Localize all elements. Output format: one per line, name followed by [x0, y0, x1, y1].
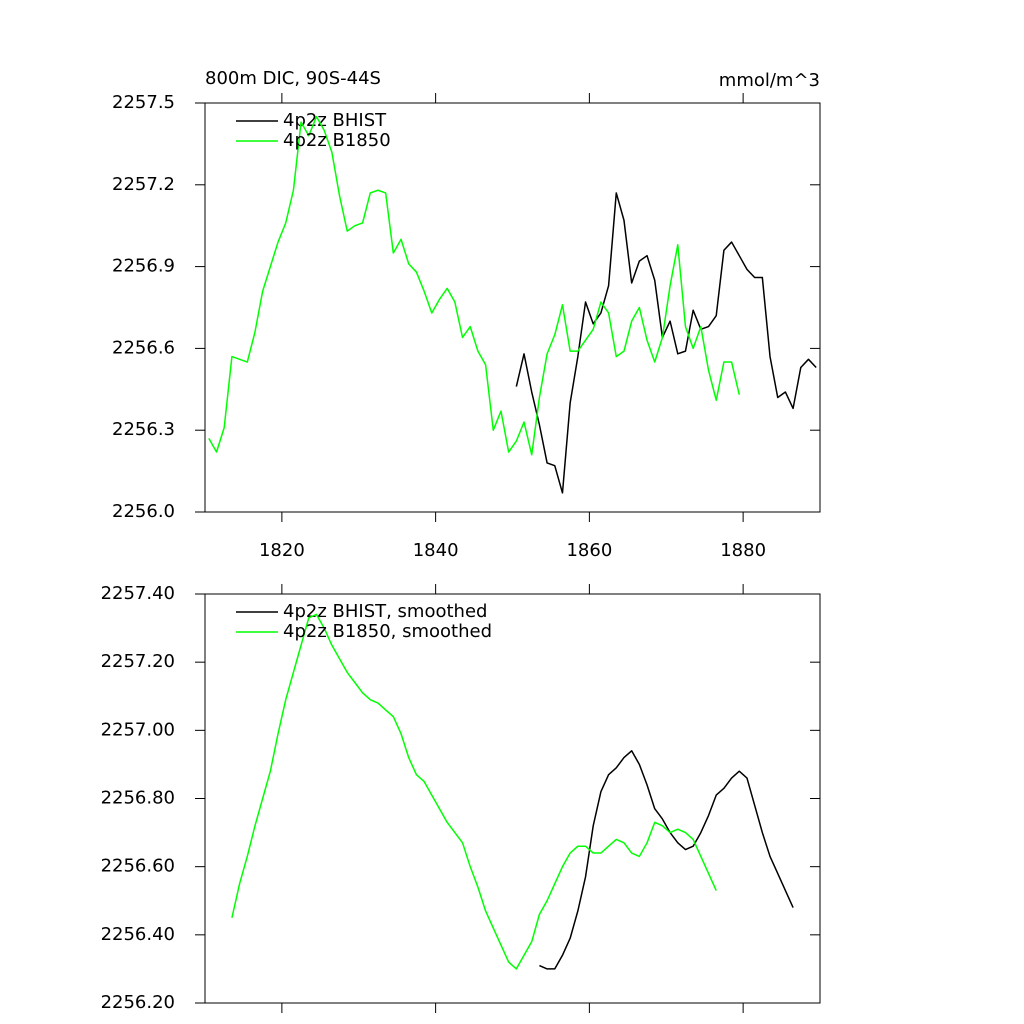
data-line	[231, 613, 717, 970]
legend-label: 4p2z BHIST, smoothed	[283, 601, 487, 622]
plot-frame	[204, 593, 821, 1004]
y-tick-label: 2256.6	[112, 337, 175, 358]
x-tick-label: 1860	[566, 540, 612, 561]
y-tick-label: 2257.20	[101, 651, 175, 672]
data-line	[515, 192, 817, 494]
y-tick-label: 2257.40	[101, 583, 175, 604]
legend-label: 4p2z B1850, smoothed	[283, 621, 492, 642]
x-tick-label: 1820	[259, 540, 305, 561]
legend-label: 4p2z B1850	[283, 130, 391, 151]
y-tick-label: 2256.80	[101, 788, 175, 809]
y-tick-label: 2257.5	[112, 92, 175, 113]
chart-title: 800m DIC, 90S-44S	[205, 68, 381, 89]
units-label: mmol/m^3	[719, 70, 820, 91]
data-line	[539, 750, 794, 970]
y-tick-label: 2256.0	[112, 501, 175, 522]
x-tick-label: 1840	[413, 540, 459, 561]
y-tick-label: 2256.3	[112, 419, 175, 440]
y-tick-label: 2256.20	[101, 992, 175, 1013]
y-tick-label: 2257.00	[101, 719, 175, 740]
y-tick-label: 2256.40	[101, 924, 175, 945]
plot-frame	[204, 102, 821, 513]
x-tick-label: 1880	[720, 540, 766, 561]
y-tick-label: 2256.9	[112, 256, 175, 277]
y-tick-label: 2256.60	[101, 856, 175, 877]
data-line	[208, 115, 741, 456]
legend-label: 4p2z BHIST	[283, 110, 387, 131]
y-tick-label: 2257.2	[112, 174, 175, 195]
